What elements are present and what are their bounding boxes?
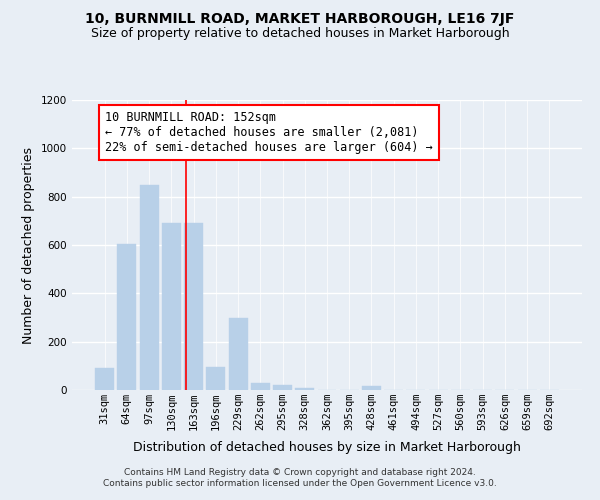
Text: Contains HM Land Registry data © Crown copyright and database right 2024.
Contai: Contains HM Land Registry data © Crown c… [103, 468, 497, 487]
Bar [295, 388, 314, 390]
Bar [118, 244, 136, 390]
Bar [206, 367, 225, 390]
Bar [229, 318, 248, 390]
X-axis label: Distribution of detached houses by size in Market Harborough: Distribution of detached houses by size … [133, 442, 521, 454]
Text: 10, BURNMILL ROAD, MARKET HARBOROUGH, LE16 7JF: 10, BURNMILL ROAD, MARKET HARBOROUGH, LE… [85, 12, 515, 26]
Bar [95, 368, 114, 390]
Bar [251, 383, 270, 390]
Text: Size of property relative to detached houses in Market Harborough: Size of property relative to detached ho… [91, 28, 509, 40]
Bar [162, 223, 181, 390]
Y-axis label: Number of detached properties: Number of detached properties [22, 146, 35, 344]
Bar [273, 385, 292, 390]
Bar [140, 184, 158, 390]
Bar [184, 223, 203, 390]
Text: 10 BURNMILL ROAD: 152sqm
← 77% of detached houses are smaller (2,081)
22% of sem: 10 BURNMILL ROAD: 152sqm ← 77% of detach… [105, 111, 433, 154]
Bar [362, 386, 381, 390]
